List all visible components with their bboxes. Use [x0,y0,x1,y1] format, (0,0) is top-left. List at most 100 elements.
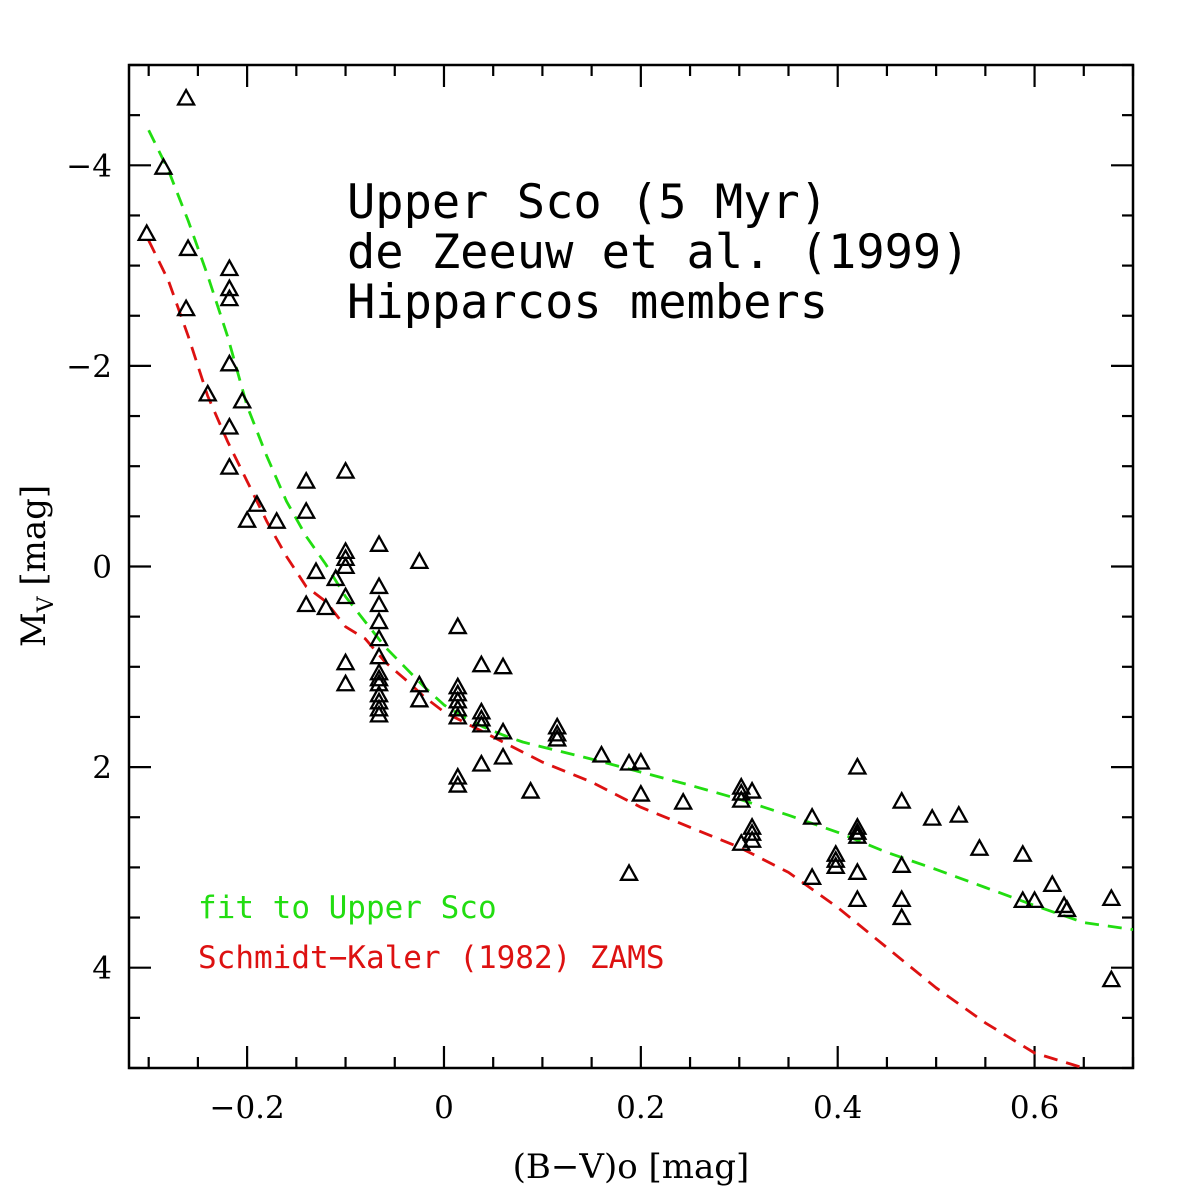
data-point-triangle [619,863,639,881]
data-point-triangle [219,416,240,435]
data-point-triangle [731,789,752,808]
data-point-triangle [547,728,568,747]
x-tick-label: 0.2 [616,1090,665,1126]
data-point-triangle [369,698,389,717]
data-point-triangle [247,493,267,512]
data-point-triangle [969,837,990,856]
data-point-triangle [237,509,258,528]
data-point-triangle [891,907,912,926]
data-point-triangle [471,753,492,772]
data-point-triangle [219,456,240,475]
y-tick-label: 0 [92,550,112,586]
data-point-triangle [922,807,943,826]
data-point-triangle [369,576,389,595]
data-point-triangle [325,568,346,587]
data-point-triangle [1101,969,1122,988]
data-point-triangle [493,721,513,740]
data-point-triangle [891,889,912,908]
y-tick-label: −2 [66,349,112,385]
data-point-triangle [315,597,336,616]
data-point-triangle [847,756,868,775]
data-point-triangle [447,774,468,793]
annotation-line-2: de Zeeuw et al. (1999) [347,225,970,280]
data-point-triangle [1024,890,1045,909]
data-point-triangle [369,673,389,692]
data-point-triangle [847,889,868,908]
data-point-triangle [296,470,317,489]
data-point-triangle [742,829,763,848]
data-point-triangle [369,611,389,630]
data-point-triangle [630,783,651,802]
fit-curves [147,129,1133,1068]
data-point-triangle [547,723,568,742]
data-point-triangle [1012,843,1033,862]
y-axis-label: MV [mag] [14,485,59,647]
y-axis-label-sub: V [34,595,59,613]
data-point-triangle [471,714,492,733]
data-point-triangle [471,708,492,727]
data-point-triangle [619,752,639,771]
data-point-triangle [266,510,287,529]
data-point-triangle [1101,888,1122,907]
data-point-triangle [493,656,513,675]
data-point-triangle [520,780,541,799]
data-point-triangle [409,551,430,570]
data-point-triangle [630,751,651,770]
data-point-triangle [731,782,752,801]
data-point-triangle [197,383,218,402]
data-point-triangle [471,654,492,673]
data-point-triangle [891,855,912,873]
data-point-triangle [591,744,612,763]
data-point-triangle [369,662,389,681]
axis-ticks [129,63,1135,1070]
data-point-triangle [1057,899,1078,918]
data-point-triangle [219,278,240,297]
data-point-triangle [847,862,868,880]
data-point-triangle [176,298,197,317]
data-point-triangle [847,821,868,840]
data-point-triangle [335,652,356,671]
data-point-triangle [369,628,389,647]
data-point-triangle [296,500,317,519]
data-point-triangle [802,806,823,825]
annotation-line-1: Upper Sco (5 Myr) [347,175,828,230]
legend-red-label: Schmidt−Kaler (1982) ZAMS [198,940,665,976]
data-point-triangle [232,390,253,409]
data-point-triangle [219,353,240,372]
x-tick-label: 0.4 [813,1090,862,1126]
data-points [136,87,1122,988]
data-point-triangle [335,460,356,479]
data-point-triangle [447,616,468,635]
y-axis-label-rest: [mag] [14,485,54,597]
data-point-triangle [369,704,389,723]
data-point-triangle [825,856,846,874]
data-point-triangle [296,594,317,613]
axis-tick-labels: −0.2 0 0.2 0.4 0.6 −4 −2 0 2 4 [66,148,1059,1126]
data-point-triangle [176,87,197,106]
data-point-triangle [153,156,174,175]
legend-green-label: fit to Upper Sco [198,890,497,926]
data-point-triangle [219,258,240,277]
data-point-triangle [219,288,240,307]
data-point-triangle [447,698,468,717]
data-point-triangle [335,586,356,605]
y-axis-label-main: M [14,612,54,647]
data-point-triangle [306,561,326,580]
x-axis-label: (B−V)o [mag] [513,1147,750,1187]
data-point-triangle [447,706,468,725]
data-point-triangle [409,689,430,708]
data-point-triangle [802,867,823,885]
zams-curve [147,239,1089,1068]
y-tick-label: 4 [92,951,112,987]
data-point-triangle [847,816,868,835]
data-point-triangle [1042,874,1063,893]
annotation-line-3: Hipparcos members [347,275,828,330]
y-tick-label: 2 [92,750,112,786]
data-point-triangle [742,780,763,799]
data-point-triangle [493,746,513,765]
data-point-triangle [948,804,969,823]
x-tick-label: 0 [434,1090,454,1126]
data-point-triangle [447,766,468,785]
data-point-triangle [335,548,356,567]
